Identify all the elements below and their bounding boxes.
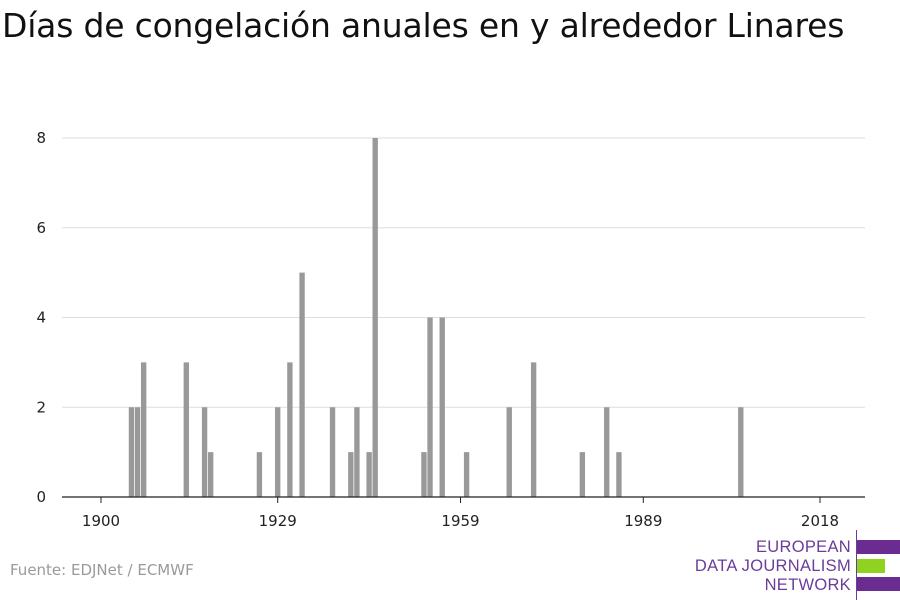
bar: [299, 272, 305, 497]
bar: [366, 452, 372, 497]
y-axis-ticks: 0 2 4 6 8: [36, 129, 46, 506]
bar: [427, 317, 433, 497]
bar: [421, 452, 427, 497]
x-axis-ticks: 1900 1929 1959 1989 2018: [82, 497, 839, 530]
bar: [128, 407, 135, 497]
source-credit: Fuente: EDJNet / ECMWF: [10, 561, 194, 579]
bar: [140, 362, 147, 497]
bar: [530, 362, 537, 497]
bar-chart: 1900 1929 1959 1989 2018 0 2 4 6 8: [36, 129, 865, 530]
y-tick-label: 4: [36, 309, 46, 327]
bar: [738, 407, 744, 497]
logo-text-network: NETWORK: [764, 576, 851, 594]
bar: [275, 407, 281, 497]
y-tick-label: 2: [36, 398, 46, 416]
bar: [134, 407, 141, 497]
bar: [348, 452, 354, 497]
grid-lines: [62, 137, 865, 408]
x-tick-label: 1900: [82, 512, 120, 530]
y-tick-label: 6: [36, 219, 46, 237]
logo-divider: [856, 530, 857, 600]
logo-text-data-journalism: DATA JOURNALISM: [694, 557, 851, 575]
logo-text-european: EUROPEAN: [755, 538, 851, 556]
bar: [207, 452, 214, 497]
bar: [604, 407, 610, 497]
logo-bar-top: [857, 540, 900, 554]
bar: [201, 407, 208, 497]
bar: [354, 407, 360, 497]
bar: [329, 407, 336, 497]
y-tick-label: 0: [36, 488, 46, 506]
logo-bar-middle: [857, 559, 885, 573]
bar: [183, 362, 189, 497]
y-tick-label: 8: [36, 129, 46, 147]
x-tick-label: 1929: [259, 512, 297, 530]
chart-title: Días de congelación anuales en y alreded…: [2, 6, 845, 45]
x-tick-label: 1959: [441, 512, 479, 530]
bar: [506, 407, 512, 497]
bar: [439, 317, 445, 497]
bar: [616, 452, 622, 497]
x-tick-label: 1989: [624, 512, 662, 530]
bar: [287, 362, 293, 497]
bar: [256, 452, 263, 497]
bar: [579, 452, 586, 497]
bar: [372, 138, 378, 497]
logo-bar-bottom: [857, 577, 900, 591]
x-tick-label: 2018: [801, 512, 839, 530]
edjnet-logo[interactable]: EUROPEAN DATA JOURNALISM NETWORK: [695, 530, 900, 600]
bar: [463, 452, 470, 497]
bar-series: [128, 138, 744, 497]
